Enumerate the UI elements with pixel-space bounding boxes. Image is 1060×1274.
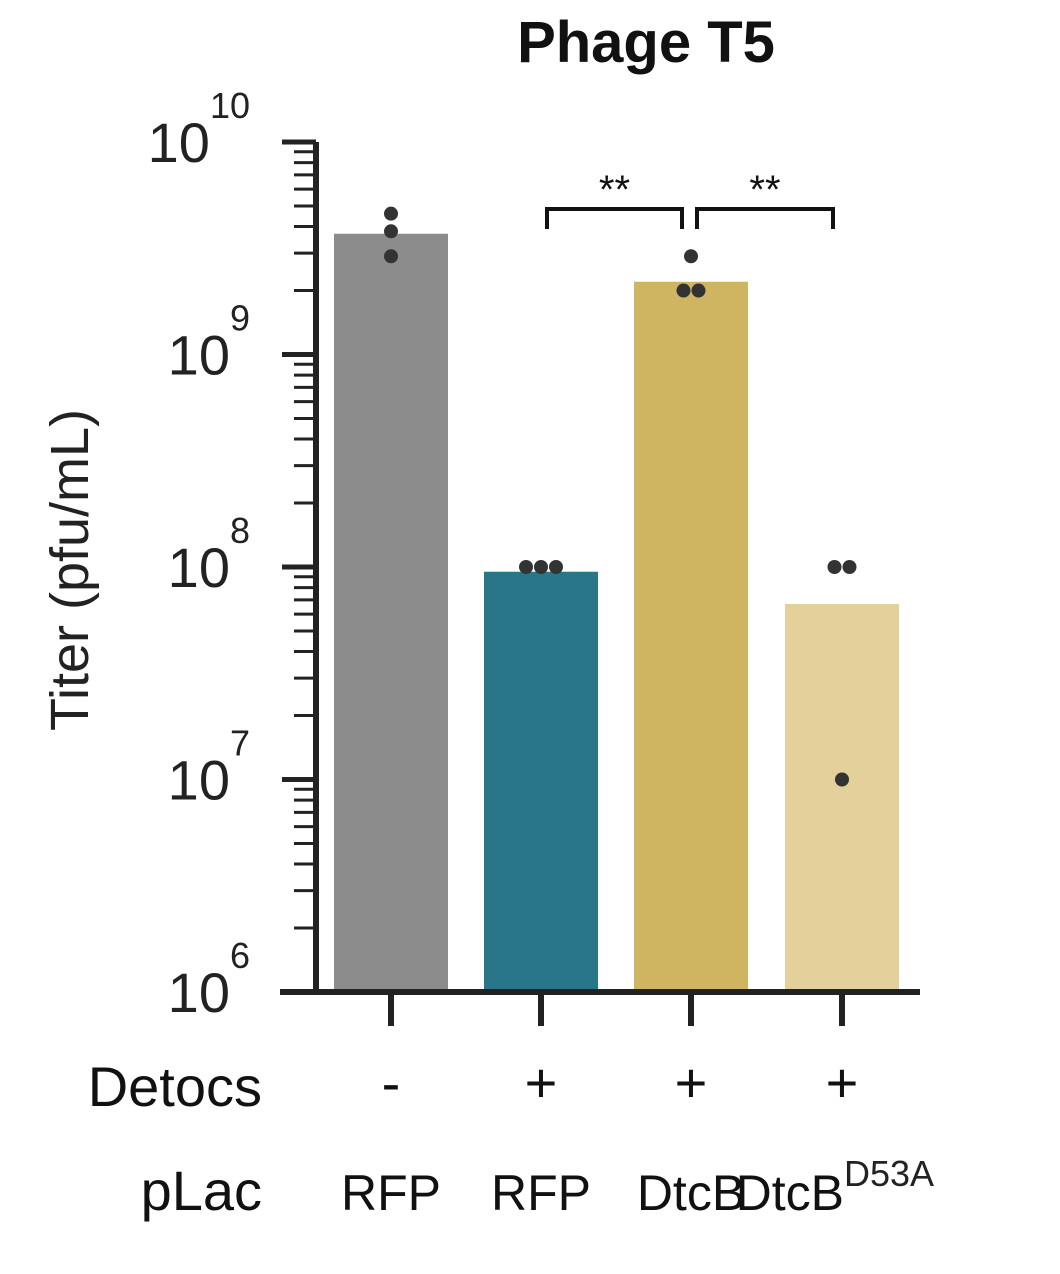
data-point [384, 249, 398, 264]
significance-bracket [695, 207, 835, 229]
data-point [827, 560, 842, 574]
significance-brackets: ** ** [545, 168, 835, 229]
y-tick-base: 10 [168, 749, 230, 812]
plac-value: RFP [491, 1165, 591, 1221]
y-tick-exponent: 10 [210, 85, 250, 126]
bar [634, 281, 748, 992]
row-label-detocs: Detocs [88, 1055, 262, 1118]
plac-value: RFP [341, 1165, 441, 1221]
y-tick-base: 10 [168, 324, 230, 387]
chart-title: Phage T5 [517, 10, 775, 75]
data-point [519, 560, 533, 574]
data-point [676, 283, 691, 298]
y-tick-label: 109 [168, 298, 250, 387]
detocs-value: + [826, 1051, 859, 1114]
significance-label: ** [749, 168, 780, 212]
row-label-plac: pLac [141, 1159, 262, 1222]
data-point [684, 249, 698, 264]
bars [334, 233, 899, 992]
detocs-value: + [525, 1051, 558, 1114]
y-tick-base: 10 [148, 111, 210, 174]
y-tick-base: 10 [168, 536, 230, 599]
y-tick-exponent: 8 [230, 510, 250, 551]
plac-value: DtcB [637, 1165, 745, 1221]
detocs-value: - [382, 1051, 401, 1114]
bar [334, 233, 448, 992]
y-tick-label: 1010 [148, 85, 250, 174]
category-labels: -RFP+RFP+DtcB+DtcB D53A [341, 1051, 934, 1221]
data-point [842, 560, 857, 574]
bar [484, 571, 598, 992]
y-tick-base: 10 [168, 961, 230, 1024]
data-points [384, 206, 857, 787]
y-tick-exponent: 7 [230, 723, 250, 764]
data-point [534, 560, 548, 574]
data-point [835, 772, 849, 787]
data-point [549, 560, 563, 574]
x-axis-ticks [388, 992, 845, 1026]
significance-bracket [545, 207, 684, 229]
detocs-value: + [675, 1051, 708, 1114]
y-tick-label: 106 [168, 935, 250, 1024]
plac-value: DtcB [736, 1165, 844, 1221]
data-point [691, 283, 706, 298]
y-tick-label: 107 [168, 723, 250, 812]
y-tick-exponent: 6 [230, 935, 250, 976]
y-axis-label: Titer (pfu/mL) [40, 409, 100, 731]
bar [785, 603, 899, 992]
y-tick-label: 108 [168, 510, 250, 599]
data-point [384, 206, 398, 221]
plac-superscript: D53A [844, 1153, 934, 1194]
y-tick-exponent: 9 [230, 298, 250, 339]
data-point [384, 224, 398, 239]
significance-label: ** [599, 168, 630, 212]
